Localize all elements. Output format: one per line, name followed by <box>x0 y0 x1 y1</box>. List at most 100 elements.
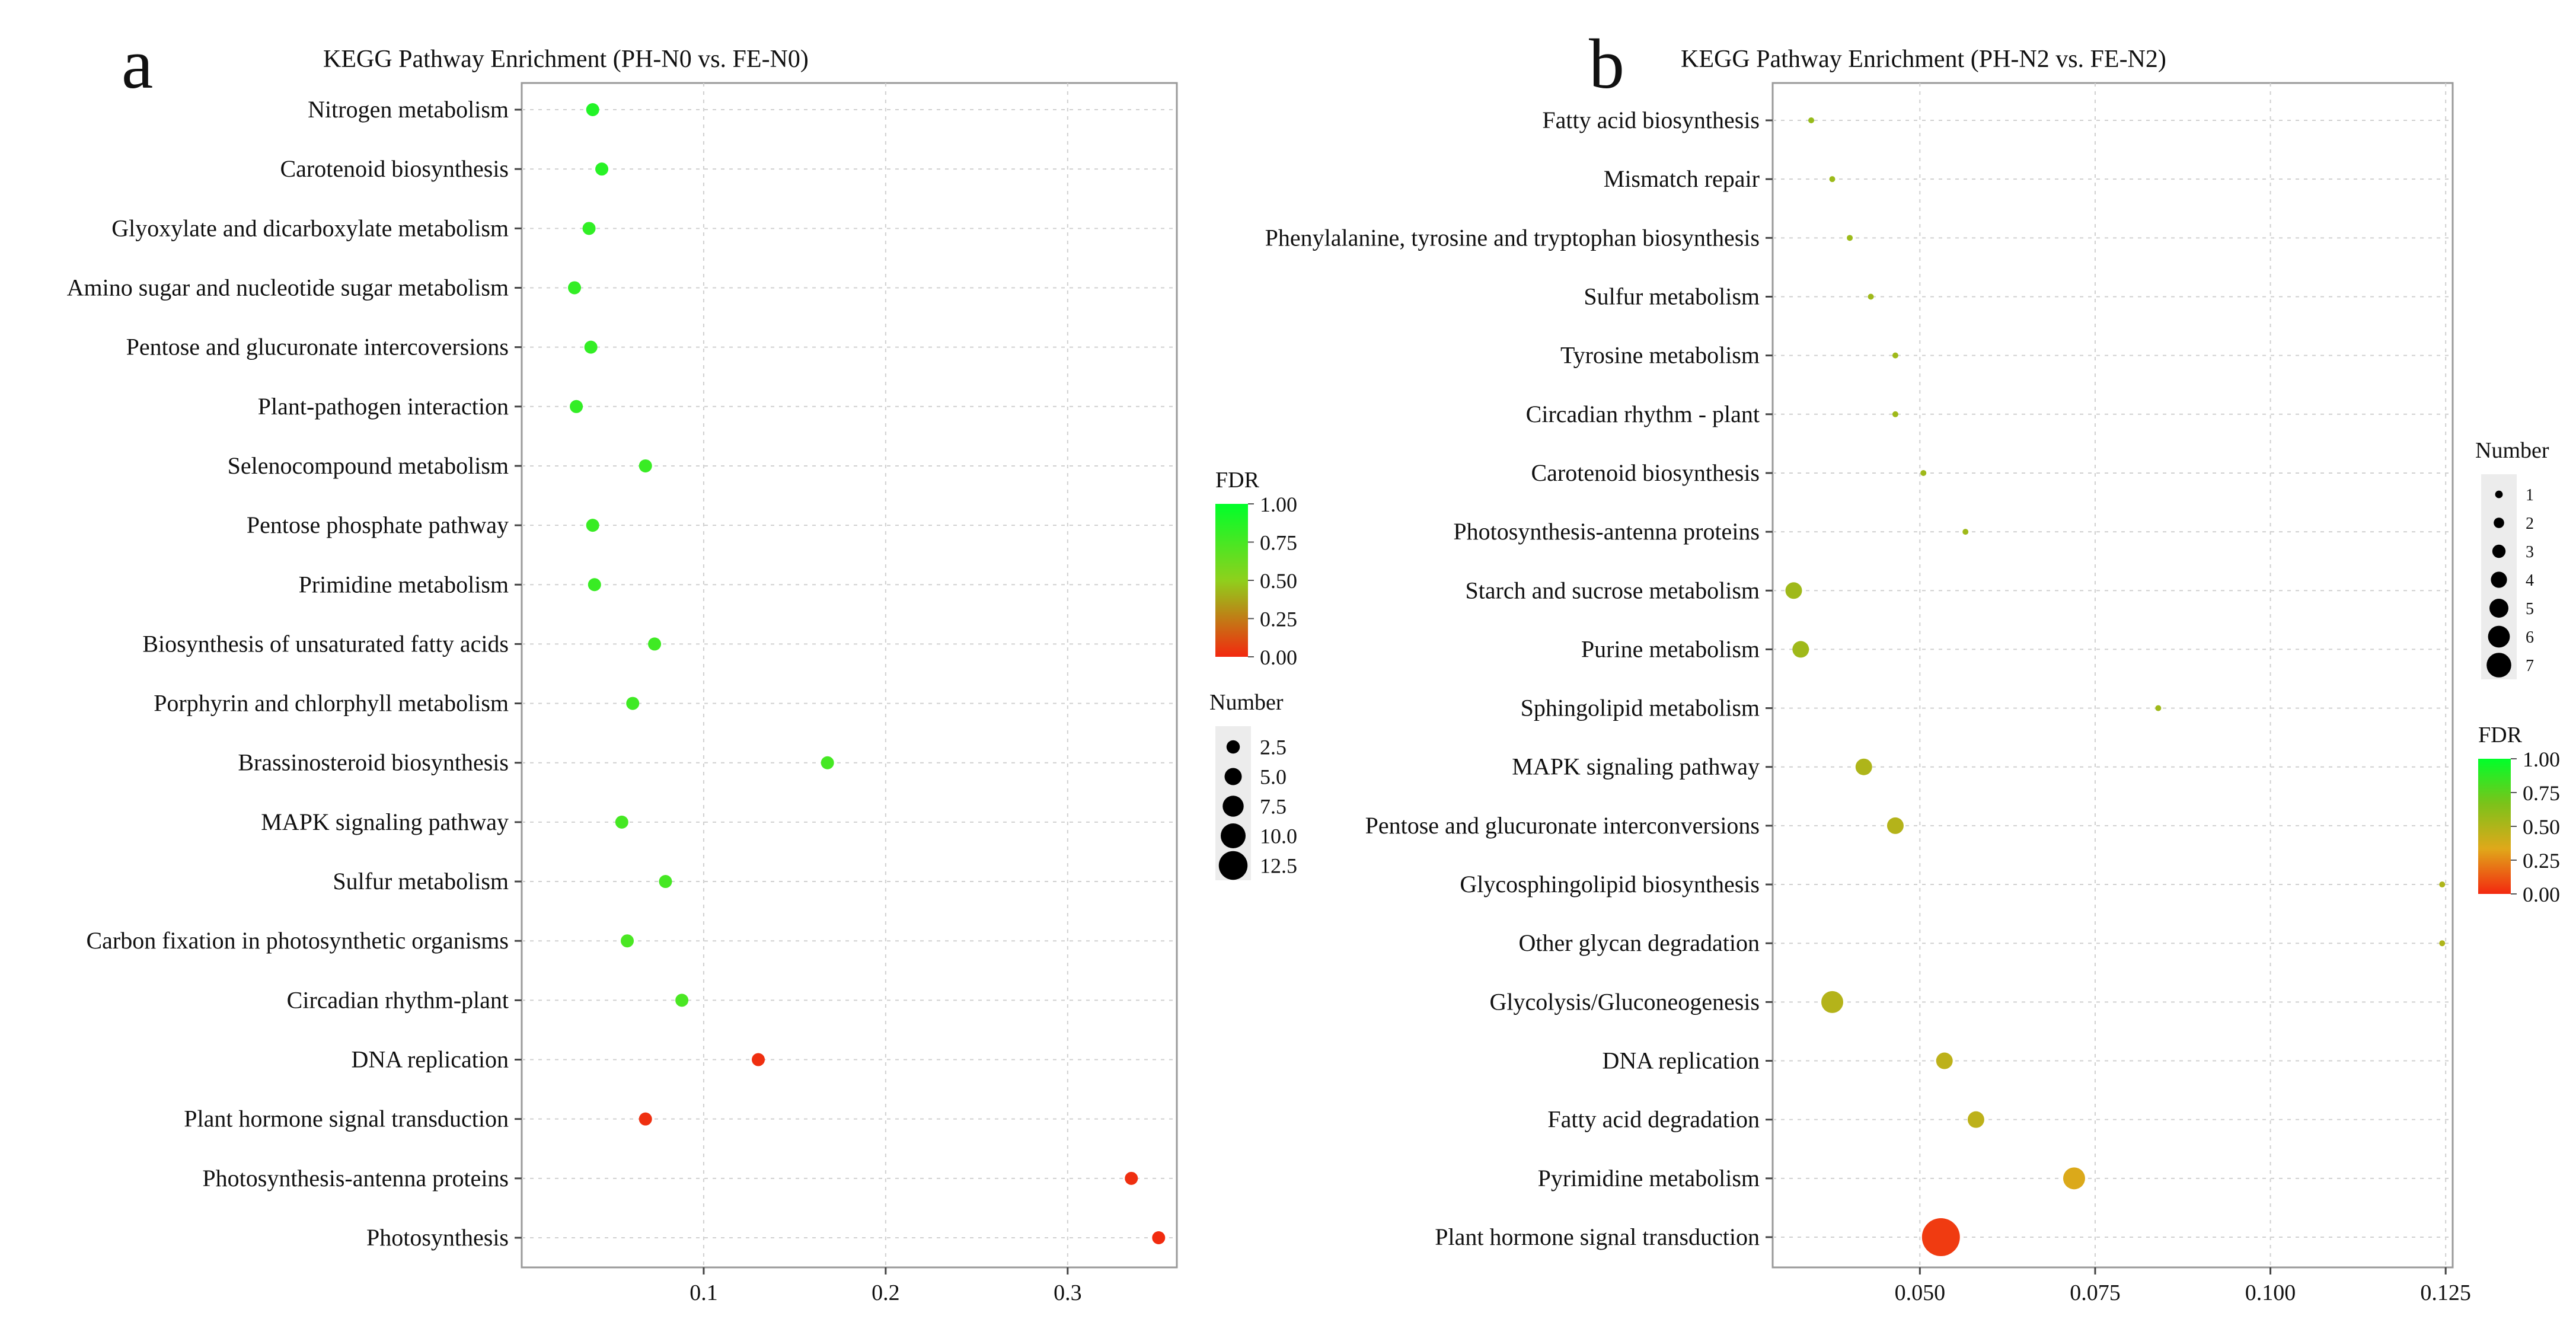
data-point <box>1967 1111 1984 1128</box>
plot-area <box>521 82 1178 1269</box>
y-tick-label: Porphyrin and chlorphyll metabolism <box>154 690 509 717</box>
y-tick-label: Circadian rhythm - plant <box>1526 401 1760 427</box>
data-point <box>1125 1171 1138 1185</box>
number-legend-dot <box>1218 851 1248 880</box>
y-tick-label: Pentose phosphate pathway <box>247 512 509 538</box>
y-tick-label: Phenylalanine, tyrosine and tryptophan b… <box>1265 224 1760 251</box>
data-point <box>1847 235 1853 241</box>
data-point <box>1936 1052 1953 1069</box>
chart-panel-a: a KEGG Pathway Enrichment (PH-N0 vs. FE-… <box>0 0 1297 1332</box>
data-point <box>582 222 596 235</box>
number-legend-label: 12.5 <box>1260 854 1297 878</box>
data-point <box>821 756 834 769</box>
number-legend-dot <box>2486 653 2511 678</box>
y-tick-label: DNA replication <box>1603 1047 1760 1074</box>
data-point <box>615 815 628 829</box>
fdr-tick-label: 0.00 <box>1260 646 1297 669</box>
number-legend-label: 5 <box>2526 600 2534 618</box>
number-legend-dot <box>1224 768 1242 785</box>
number-legend-label: 2 <box>2526 515 2534 533</box>
y-tick-label: Brassinosteroid biosynthesis <box>238 749 509 776</box>
y-tick-label: Fatty acid biosynthesis <box>1542 107 1760 133</box>
data-point <box>586 519 599 532</box>
data-point <box>2439 881 2446 888</box>
data-point <box>1962 529 1969 535</box>
y-tick-label: Pentose and glucuronate intercoversions <box>126 334 509 360</box>
data-point <box>584 340 598 354</box>
y-tick-label: MAPK signaling pathway <box>261 809 509 835</box>
chart-title: KEGG Pathway Enrichment (PH-N0 vs. FE-N0… <box>323 46 809 73</box>
fdr-legend-title: FDR <box>2478 723 2523 748</box>
fdr-tick-label: 1.00 <box>1260 493 1297 516</box>
data-point <box>648 637 662 651</box>
y-tick-label: Plant hormone signal transduction <box>184 1106 509 1132</box>
number-legend-label: 3 <box>2526 543 2534 561</box>
y-tick-label: Biosynthesis of unsaturated fatty acids <box>142 630 509 657</box>
data-point <box>1829 176 1836 183</box>
data-point <box>2439 940 2446 947</box>
number-legend-label: 5.0 <box>1260 765 1287 789</box>
x-tick-label: 0.2 <box>872 1280 900 1305</box>
data-point <box>621 934 634 948</box>
data-point <box>586 103 599 116</box>
data-point <box>595 162 609 176</box>
y-tick-label: Selenocompound metabolism <box>228 452 509 479</box>
y-tick-label: Starch and sucrose metabolism <box>1465 577 1760 603</box>
y-tick-label: Plant hormone signal transduction <box>1435 1224 1760 1250</box>
y-tick-label: Pyrimidine metabolism <box>1538 1165 1760 1192</box>
data-point <box>1792 641 1809 658</box>
number-legend-label: 7 <box>2526 657 2534 675</box>
number-legend-dot <box>1222 796 1244 817</box>
data-point <box>1855 758 1872 775</box>
number-legend-dot <box>2491 571 2507 588</box>
panel-letter: b <box>1589 24 1624 103</box>
data-point <box>752 1053 765 1066</box>
number-legend-dot <box>2495 490 2503 499</box>
number-legend-dot <box>2488 625 2510 648</box>
y-tick-label: Circadian rhythm-plant <box>287 986 509 1013</box>
fdr-tick-label: 1.00 <box>2523 748 2560 771</box>
y-tick-label: Photosynthesis <box>366 1224 509 1251</box>
y-tick-label: Tyrosine metabolism <box>1560 342 1760 369</box>
data-point <box>568 281 582 295</box>
data-point <box>1808 117 1815 123</box>
fdr-tick-label: 0.75 <box>1260 531 1297 555</box>
data-point <box>588 578 601 592</box>
y-tick-label: Pentose and glucuronate interconversions <box>1365 812 1760 839</box>
y-tick-label: Glycosphingolipid biosynthesis <box>1460 871 1760 897</box>
y-tick-label: DNA replication <box>352 1046 509 1073</box>
data-point <box>1152 1231 1166 1244</box>
y-tick-label: Sulfur metabolism <box>1584 283 1760 309</box>
number-legend-label: 2.5 <box>1260 736 1287 759</box>
plot-area <box>1771 82 2454 1269</box>
data-point <box>2155 705 2162 711</box>
data-point <box>2063 1167 2085 1190</box>
chart-panel-b: b KEGG Pathway Enrichment (PH-N2 vs. FE-… <box>1209 0 2576 1332</box>
number-legend-label: 6 <box>2526 628 2534 647</box>
y-tick-label: Carotenoid biosynthesis <box>280 155 509 182</box>
y-tick-label: Other glycan degradation <box>1518 929 1760 956</box>
data-point <box>675 994 689 1007</box>
fdr-legend-title: FDR <box>1215 468 1260 493</box>
x-tick-label: 0.3 <box>1054 1280 1082 1305</box>
data-point <box>1868 293 1874 300</box>
fdr-colorbar <box>2478 759 2511 894</box>
fdr-tick-label: 0.00 <box>2523 883 2560 906</box>
y-tick-label: Glyoxylate and dicarboxylate metabolism <box>111 215 509 241</box>
y-tick-label: Carbon fixation in photosynthetic organi… <box>86 927 509 954</box>
fdr-tick-label: 0.50 <box>2523 815 2560 839</box>
chart-title: KEGG Pathway Enrichment (PH-N2 vs. FE-N2… <box>1681 46 2166 73</box>
data-point <box>1921 1218 1960 1256</box>
y-tick-label: Fatty acid degradation <box>1547 1106 1760 1133</box>
y-tick-label: Sulfur metabolism <box>333 868 509 895</box>
x-tick-label: 0.125 <box>2420 1280 2471 1305</box>
x-tick-label: 0.100 <box>2245 1280 2296 1305</box>
number-legend-title: Number <box>1209 690 1284 715</box>
y-tick-label: Glycolysis/Gluconeogenesis <box>1490 988 1760 1015</box>
fdr-tick-label: 0.75 <box>2523 781 2560 805</box>
number-legend-label: 4 <box>2526 571 2534 590</box>
data-point <box>1886 817 1904 834</box>
number-legend-label: 1 <box>2526 486 2534 504</box>
number-legend-dot <box>2492 544 2506 558</box>
fdr-tick-label: 0.25 <box>2523 849 2560 873</box>
